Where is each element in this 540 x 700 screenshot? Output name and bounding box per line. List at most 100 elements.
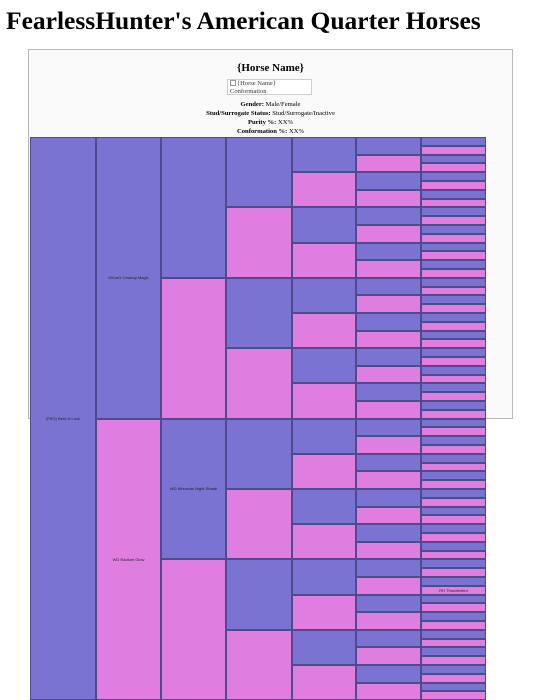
pedigree-cell — [421, 242, 486, 252]
pedigree-cell — [421, 225, 486, 234]
page-title: FearlessHunter's American Quarter Horses — [6, 6, 481, 35]
pedigree-cell — [421, 233, 486, 243]
pedigree-cell — [356, 489, 421, 507]
pedigree-cell — [292, 524, 356, 560]
gender-label: Gender: — [240, 101, 264, 108]
pedigree-cell — [421, 137, 486, 146]
horse-name: {Horse Name} — [236, 62, 304, 74]
pedigree-cell — [421, 453, 486, 463]
conformation-image-alt: {Horse Name} Conformation — [230, 80, 276, 95]
pedigree-cell — [421, 313, 486, 322]
pedigree-cell: RH Thunderbird — [421, 585, 486, 595]
pedigree-cell — [421, 665, 486, 674]
pedigree-cell — [421, 392, 486, 401]
pedigree-cell — [356, 401, 421, 419]
ancestor-name: WD Wizzards Night Shade — [169, 486, 218, 492]
broken-image-icon — [230, 80, 236, 86]
pedigree-cell — [356, 207, 421, 225]
pedigree-cell — [356, 365, 421, 384]
pedigree-cell — [421, 691, 486, 700]
pedigree-cell — [356, 612, 421, 630]
pedigree-cell — [421, 489, 486, 498]
pedigree-cell — [292, 418, 356, 454]
pedigree-cell — [421, 462, 486, 472]
pedigree-cell — [356, 313, 421, 331]
pedigree-cell — [226, 489, 292, 560]
pedigree-cell — [161, 277, 226, 419]
pedigree-cell — [421, 207, 486, 217]
pedigree-cell: IDCwG Cowboy Magic — [96, 137, 161, 419]
pedigree-cell — [421, 603, 486, 613]
pedigree-cell — [292, 489, 356, 525]
pedigree-cell — [421, 673, 486, 683]
pedigree-cell — [421, 533, 486, 542]
pedigree-cell — [356, 154, 421, 173]
ancestor-name: WD Radium Glow — [112, 556, 145, 562]
pedigree-cell — [292, 629, 356, 665]
pedigree-cell — [226, 418, 292, 489]
ancestor-name: (FEO) Best of Luck — [45, 416, 80, 422]
status-value: Stud/Surrogate/Inactive — [272, 110, 335, 117]
pedigree-cell — [226, 137, 292, 208]
pedigree-cell — [421, 612, 486, 621]
status-line: Stud/Surrogate Status: Stud/Surrogate/In… — [29, 109, 512, 118]
pedigree-cell — [356, 137, 421, 155]
pedigree-cell — [421, 339, 486, 349]
pedigree-cell — [356, 330, 421, 349]
pedigree-cell — [292, 137, 356, 173]
pedigree-cell — [421, 321, 486, 331]
pedigree-cell — [421, 348, 486, 357]
pedigree-cell — [421, 524, 486, 533]
gender-line: Gender: Male/Female — [29, 100, 512, 109]
pedigree-cell — [421, 181, 486, 190]
pedigree-cell: WD Wizzards Night Shade — [161, 418, 226, 560]
pedigree-cell — [421, 436, 486, 445]
pedigree-cell — [421, 383, 486, 393]
pedigree-cell — [421, 559, 486, 569]
pedigree-cell — [356, 383, 421, 401]
ancestor-name: RH Thunderbird — [439, 587, 468, 593]
pedigree-cell — [292, 172, 356, 208]
pedigree-cell — [421, 260, 486, 269]
pedigree-cell — [421, 568, 486, 577]
pedigree-cell — [421, 357, 486, 366]
pedigree-cell — [421, 154, 486, 164]
pedigree-cell — [421, 163, 486, 173]
pedigree-cell — [161, 137, 226, 278]
conformation-value: XX% — [289, 128, 305, 135]
pedigree-cell: (FEO) Best of Luck — [30, 137, 96, 700]
pedigree-cell — [226, 629, 292, 700]
pedigree-cell — [356, 453, 421, 472]
pedigree-cell — [421, 480, 486, 489]
pedigree-cell — [421, 216, 486, 225]
pedigree-cell — [421, 471, 486, 481]
pedigree-cell — [421, 304, 486, 313]
pedigree-cell — [421, 172, 486, 181]
pedigree-cell — [226, 207, 292, 278]
pedigree-cell — [421, 409, 486, 419]
pedigree-cell — [421, 621, 486, 630]
pedigree-cell — [356, 506, 421, 525]
ancestor-name: IDCwG Cowboy Magic — [108, 275, 149, 281]
pedigree-cell — [356, 260, 421, 278]
pedigree-cell — [356, 436, 421, 454]
pedigree-cell — [421, 251, 486, 261]
pedigree-cell — [226, 277, 292, 349]
pedigree-cell — [356, 682, 421, 700]
conformation-line: Conformation %: XX% — [29, 127, 512, 136]
pedigree-cell — [292, 277, 356, 313]
pedigree-cell — [356, 225, 421, 243]
pedigree-cell — [161, 559, 226, 700]
pedigree-cell — [356, 665, 421, 683]
pedigree-cell — [292, 665, 356, 700]
pedigree-cell — [292, 313, 356, 349]
pedigree-cell — [421, 401, 486, 410]
pedigree-cell — [421, 145, 486, 155]
gender-value: Male/Female — [265, 101, 301, 108]
pedigree-chart: (FEO) Best of Luck IDCwG Cowboy Magic WD R… — [30, 137, 511, 700]
conformation-image: {Horse Name} Conformation — [227, 79, 312, 95]
pedigree-cell — [356, 189, 421, 208]
pedigree-cell — [421, 629, 486, 639]
pedigree-cell — [421, 198, 486, 208]
pedigree-cell — [421, 497, 486, 507]
